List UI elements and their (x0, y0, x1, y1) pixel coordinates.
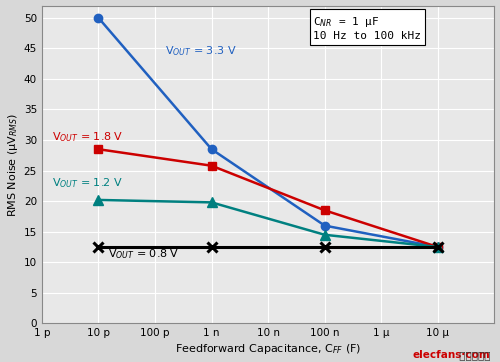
V$_{OUT}$ = 1.2 V (96, 198, 102, 202)
Line: V$_{OUT}$ = 1.8 V: V$_{OUT}$ = 1.8 V (94, 145, 442, 251)
V$_{OUT}$ = 0.8 V (208, 245, 214, 249)
V$_{OUT}$ = 1.2 V (208, 200, 214, 205)
Text: V$_{OUT}$ = 0.8 V: V$_{OUT}$ = 0.8 V (108, 247, 180, 261)
Text: elecfans·com: elecfans·com (412, 350, 490, 360)
V$_{OUT}$ = 0.8 V (322, 245, 328, 249)
V$_{OUT}$ = 0.8 V (96, 245, 102, 249)
Text: C$_{NR}$ = 1 μF
10 Hz to 100 kHz: C$_{NR}$ = 1 μF 10 Hz to 100 kHz (314, 15, 422, 41)
V$_{OUT}$ = 1.8 V (435, 245, 441, 249)
Text: V$_{OUT}$ = 1.8 V: V$_{OUT}$ = 1.8 V (52, 130, 124, 144)
V$_{OUT}$ = 3.3 V (322, 223, 328, 228)
X-axis label: Feedforward Capacitance, C$_{FF}$ (F): Feedforward Capacitance, C$_{FF}$ (F) (175, 342, 362, 357)
V$_{OUT}$ = 1.8 V (96, 147, 102, 151)
Line: V$_{OUT}$ = 3.3 V: V$_{OUT}$ = 3.3 V (94, 14, 442, 251)
Text: V$_{OUT}$ = 1.2 V: V$_{OUT}$ = 1.2 V (52, 176, 123, 190)
Text: V$_{OUT}$ = 3.3 V: V$_{OUT}$ = 3.3 V (165, 45, 236, 58)
Text: 电子发烧友: 电子发烧友 (456, 350, 490, 360)
Line: V$_{OUT}$ = 0.8 V: V$_{OUT}$ = 0.8 V (94, 242, 442, 252)
V$_{OUT}$ = 0.8 V (435, 245, 441, 249)
Line: V$_{OUT}$ = 1.2 V: V$_{OUT}$ = 1.2 V (94, 195, 442, 252)
V$_{OUT}$ = 3.3 V (96, 16, 102, 20)
V$_{OUT}$ = 1.8 V (322, 208, 328, 212)
Y-axis label: RMS Noise (μV$_{RMS}$): RMS Noise (μV$_{RMS}$) (6, 112, 20, 216)
V$_{OUT}$ = 3.3 V (435, 245, 441, 249)
V$_{OUT}$ = 1.2 V (322, 233, 328, 237)
V$_{OUT}$ = 1.8 V (208, 164, 214, 168)
V$_{OUT}$ = 1.2 V (435, 245, 441, 249)
V$_{OUT}$ = 3.3 V (208, 147, 214, 151)
